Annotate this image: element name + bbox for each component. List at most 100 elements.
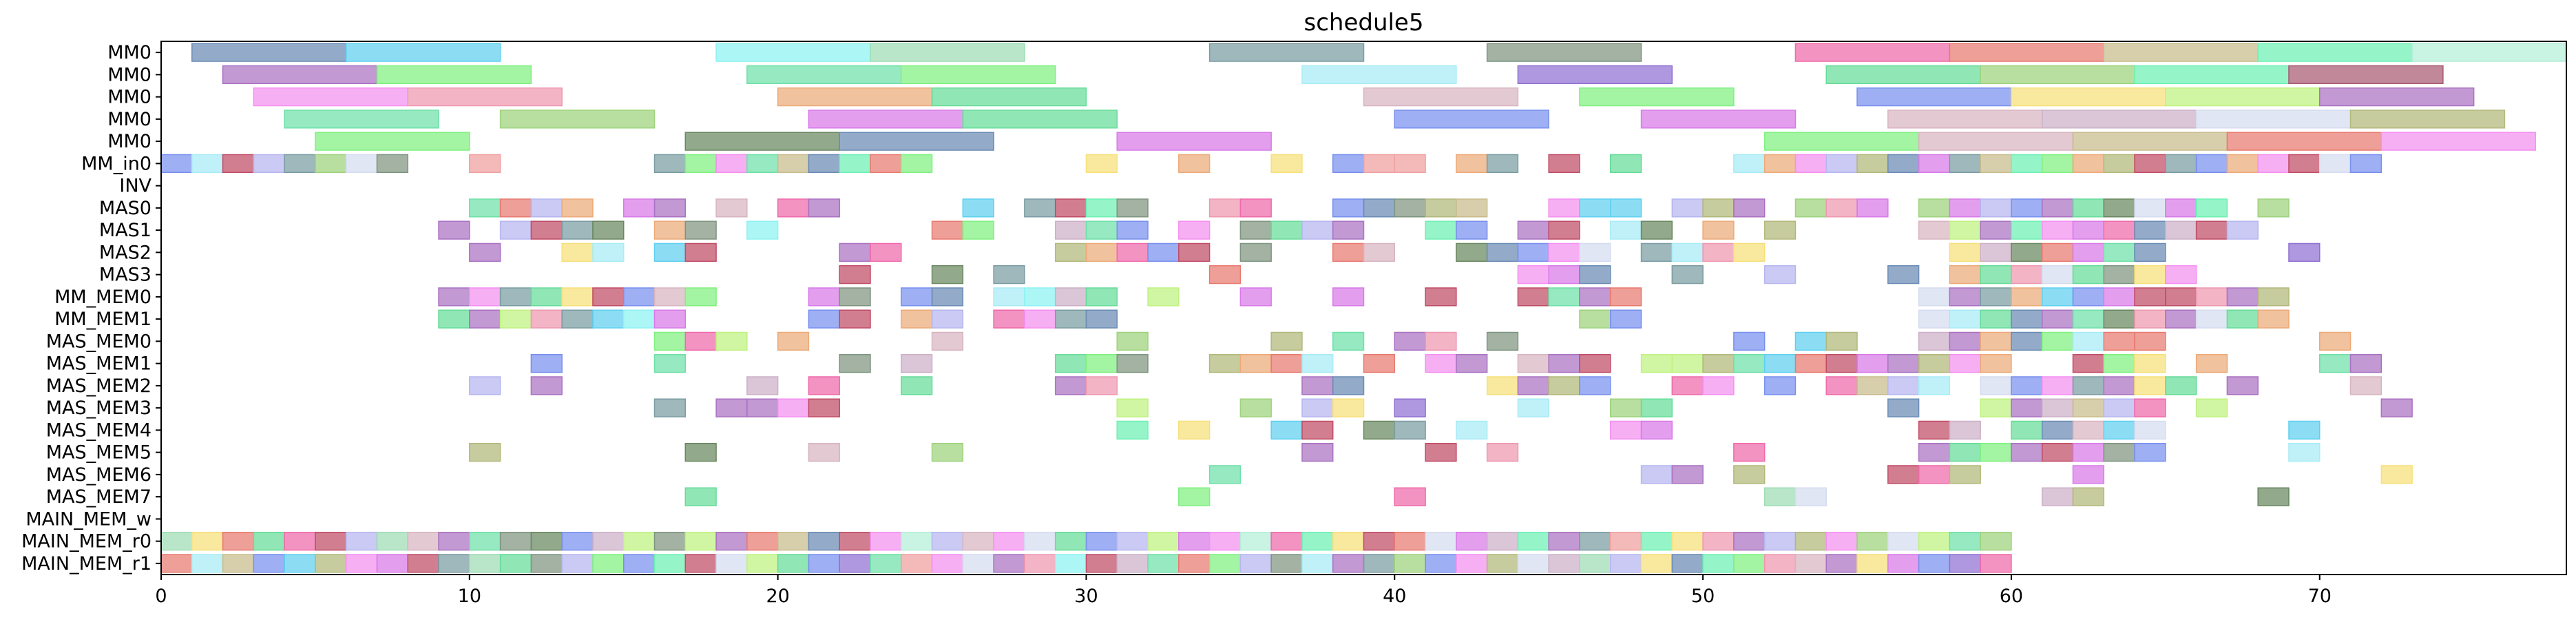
task-bar	[1763, 265, 1797, 285]
task-bar	[1363, 531, 1396, 551]
task-bar	[1456, 531, 1488, 551]
task-bar	[1733, 331, 1766, 351]
task-bar	[1456, 220, 1488, 240]
task-bar	[1671, 265, 1704, 285]
task-bar	[777, 198, 810, 218]
task-bar	[1918, 287, 1951, 307]
task-bar	[1208, 265, 1242, 285]
task-bar	[2011, 242, 2043, 262]
task-bar	[1024, 554, 1056, 573]
task-bar	[1640, 398, 1673, 417]
task-bar	[1116, 220, 1149, 240]
task-bar	[2165, 220, 2197, 240]
y-tick-label: MM0	[107, 131, 151, 152]
y-tick-label: MAS_MEM1	[46, 353, 151, 375]
task-bar	[2103, 442, 2135, 462]
task-bar	[1640, 554, 1673, 573]
task-bar	[2011, 154, 2043, 174]
task-bar	[2318, 87, 2475, 107]
y-tick-label: MAS_MEM3	[46, 397, 151, 419]
task-bar	[376, 531, 409, 551]
task-bar	[901, 554, 933, 573]
task-bar	[2072, 265, 2105, 285]
task-bar	[1178, 420, 1211, 440]
task-bar	[1579, 353, 1611, 373]
task-bar	[1856, 376, 1889, 395]
task-bar	[1301, 420, 1334, 440]
task-bar	[1456, 198, 1488, 218]
task-bar	[2165, 287, 2197, 307]
task-bar	[993, 287, 1025, 307]
task-bar	[1610, 198, 1642, 218]
task-bar	[1178, 554, 1211, 573]
task-bar	[1733, 198, 1766, 218]
task-bar	[345, 154, 378, 174]
task-bar	[1301, 531, 1334, 551]
task-bar	[530, 198, 563, 218]
task-bar	[2041, 420, 2074, 440]
task-bar	[1733, 531, 1766, 551]
task-bar	[1980, 398, 2012, 417]
task-bar	[1733, 442, 1766, 462]
task-bar	[1671, 531, 1704, 551]
task-bar	[1980, 331, 2012, 351]
task-bar	[2011, 398, 2043, 417]
task-bar	[1456, 554, 1488, 573]
task-bar	[653, 198, 687, 218]
task-bar	[2103, 353, 2135, 373]
y-tick-label: MAS_MEM0	[46, 331, 151, 352]
y-axis: MM0MM0MM0MM0MM0MM_in0INVMAS0MAS1MAS2MAS3…	[21, 42, 161, 575]
task-bar	[839, 287, 871, 307]
task-bar	[2103, 265, 2135, 285]
task-bar	[746, 531, 779, 551]
task-bar	[530, 309, 563, 329]
task-bar	[1085, 220, 1118, 240]
task-bar	[2041, 242, 2074, 262]
task-bar	[2318, 331, 2352, 351]
task-bar	[1610, 220, 1642, 240]
task-bar	[1579, 287, 1611, 307]
task-bar	[1425, 353, 1457, 373]
task-bar	[592, 554, 625, 573]
task-bar	[2349, 154, 2383, 174]
task-bar	[931, 87, 1087, 107]
task-bar	[2380, 398, 2413, 417]
task-bar	[1980, 242, 2012, 262]
task-bar	[1640, 531, 1673, 551]
task-bar	[438, 531, 470, 551]
task-bar	[1856, 353, 1889, 373]
task-bar	[1054, 531, 1087, 551]
task-bar	[1610, 554, 1642, 573]
task-bar	[1763, 376, 1797, 395]
task-bar	[1794, 531, 1827, 551]
task-bar	[2411, 43, 2567, 62]
task-bar	[1702, 353, 1735, 373]
task-bar	[1085, 287, 1118, 307]
task-bar	[1548, 554, 1580, 573]
task-bar	[2072, 132, 2228, 151]
y-tick-label: MAS_MEM5	[46, 442, 151, 464]
task-bar	[2134, 376, 2166, 395]
task-bar	[1856, 198, 1889, 218]
task-bar	[1918, 353, 1951, 373]
task-bar	[438, 309, 470, 329]
task-bar	[1949, 420, 1981, 440]
task-bar	[1147, 242, 1180, 262]
task-bar	[2165, 265, 2197, 285]
task-bar	[253, 154, 285, 174]
task-bar	[839, 132, 994, 151]
task-bar	[1332, 531, 1365, 551]
task-bar	[1332, 554, 1365, 573]
task-bar	[1763, 531, 1797, 551]
task-bar	[191, 554, 224, 573]
task-bar	[284, 110, 439, 129]
task-bar	[1671, 353, 1704, 373]
task-bar	[746, 398, 779, 417]
task-bar	[1548, 287, 1580, 307]
task-bar	[1178, 487, 1211, 506]
task-bar	[931, 287, 964, 307]
task-bar	[1517, 287, 1549, 307]
task-bar	[2257, 43, 2413, 62]
task-bar	[1980, 198, 2012, 218]
y-tick-label: MAS2	[99, 242, 151, 263]
